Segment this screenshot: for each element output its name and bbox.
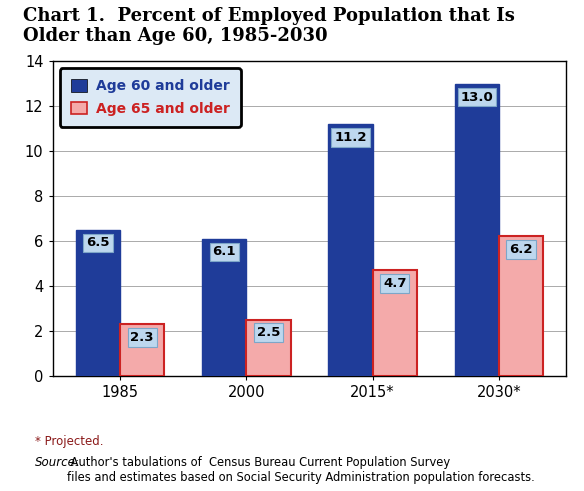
Bar xyxy=(76,230,120,376)
Text: 6.2: 6.2 xyxy=(509,243,533,256)
Text: Source:: Source: xyxy=(35,456,80,468)
Text: Chart 1.  Percent of Employed Population that Is: Chart 1. Percent of Employed Population … xyxy=(23,7,515,26)
Bar xyxy=(499,237,543,376)
Text: * Projected.: * Projected. xyxy=(35,435,103,447)
Bar xyxy=(120,324,164,376)
Bar xyxy=(246,320,291,376)
Bar xyxy=(373,270,417,376)
Text: 6.5: 6.5 xyxy=(86,237,110,249)
Text: 13.0: 13.0 xyxy=(460,90,493,104)
Text: 4.7: 4.7 xyxy=(383,277,406,290)
Text: Older than Age 60, 1985-2030: Older than Age 60, 1985-2030 xyxy=(23,27,328,45)
Legend: Age 60 and older, Age 65 and older: Age 60 and older, Age 65 and older xyxy=(60,68,241,127)
Bar xyxy=(328,124,373,376)
Text: 2.5: 2.5 xyxy=(257,326,280,339)
Bar xyxy=(455,84,499,376)
Text: 2.3: 2.3 xyxy=(130,331,154,344)
Bar xyxy=(202,239,246,376)
Text: 11.2: 11.2 xyxy=(334,131,367,144)
Text: 6.1: 6.1 xyxy=(213,246,236,258)
Text: Author's tabulations of  Census Bureau Current Population Survey
files and estim: Author's tabulations of Census Bureau Cu… xyxy=(67,456,535,484)
